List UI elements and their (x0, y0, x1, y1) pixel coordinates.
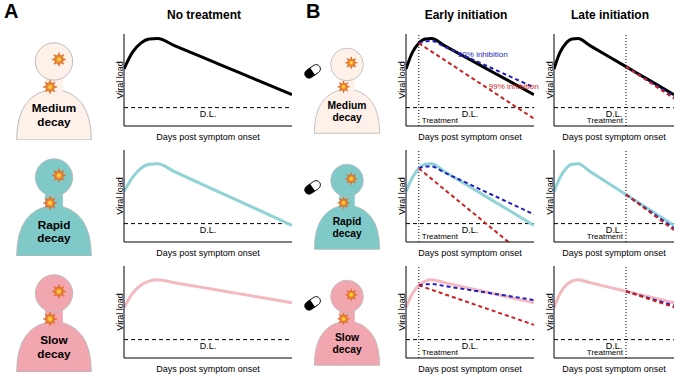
svg-text:99% inhibition: 99% inhibition (489, 82, 539, 91)
svg-text:Days post symptom onset: Days post symptom onset (562, 364, 666, 374)
svg-text:Treatment: Treatment (587, 116, 624, 125)
svg-text:Slowdecay: Slowdecay (332, 332, 362, 355)
svg-text:D.L.: D.L. (462, 225, 479, 235)
svg-text:Rapiddecay: Rapiddecay (37, 218, 71, 245)
svg-text:D.L.: D.L. (462, 341, 479, 351)
svg-text:Rapiddecay: Rapiddecay (332, 216, 362, 239)
svg-text:Viral load: Viral load (397, 61, 407, 98)
html-text:A: A (4, 0, 19, 22)
svg-text:D.L.: D.L. (200, 109, 217, 119)
svg-text:Treatment: Treatment (587, 232, 624, 241)
svg-text:Viral load: Viral load (545, 177, 555, 214)
svg-text:Viral load: Viral load (397, 293, 407, 330)
svg-text:Days post symptom onset: Days post symptom onset (418, 132, 522, 142)
svg-text:Treatment: Treatment (422, 232, 459, 241)
html-text:Early initiation: Early initiation (424, 8, 508, 22)
svg-text:Viral load: Viral load (115, 61, 125, 98)
svg-text:D.L.: D.L. (200, 341, 217, 351)
svg-text:Mediumdecay: Mediumdecay (32, 102, 76, 129)
html-text:B: B (306, 0, 321, 22)
svg-text:Days post symptom onset: Days post symptom onset (562, 248, 666, 258)
svg-text:Treatment: Treatment (422, 116, 459, 125)
svg-text:Viral load: Viral load (545, 293, 555, 330)
svg-text:Days post symptom onset: Days post symptom onset (562, 132, 666, 142)
svg-text:Days post symptom onset: Days post symptom onset (418, 364, 522, 374)
svg-text:Viral load: Viral load (115, 293, 125, 330)
svg-text:D.L.: D.L. (605, 341, 623, 351)
svg-text:Viral load: Viral load (115, 177, 125, 214)
svg-text:Days post symptom onset: Days post symptom onset (156, 132, 260, 142)
html-text:No treatment: No treatment (167, 8, 241, 22)
svg-text:D.L.: D.L. (605, 225, 623, 235)
svg-text:Viral load: Viral load (545, 61, 555, 98)
svg-text:Treatment: Treatment (587, 348, 624, 357)
svg-text:Viral load: Viral load (397, 177, 407, 214)
svg-text:D.L.: D.L. (462, 109, 479, 119)
svg-text:50% inhibition: 50% inhibition (458, 50, 508, 59)
svg-text:Days post symptom onset: Days post symptom onset (156, 364, 260, 374)
svg-text:Mediumdecay: Mediumdecay (328, 100, 367, 123)
svg-text:Days post symptom onset: Days post symptom onset (418, 248, 522, 258)
html-text:Late initiation: Late initiation (571, 8, 649, 22)
svg-text:Treatment: Treatment (422, 348, 459, 357)
svg-text:D.L.: D.L. (605, 109, 623, 119)
svg-text:D.L.: D.L. (200, 225, 217, 235)
svg-text:Days post symptom onset: Days post symptom onset (156, 248, 260, 258)
svg-text:Slowdecay: Slowdecay (37, 334, 71, 361)
